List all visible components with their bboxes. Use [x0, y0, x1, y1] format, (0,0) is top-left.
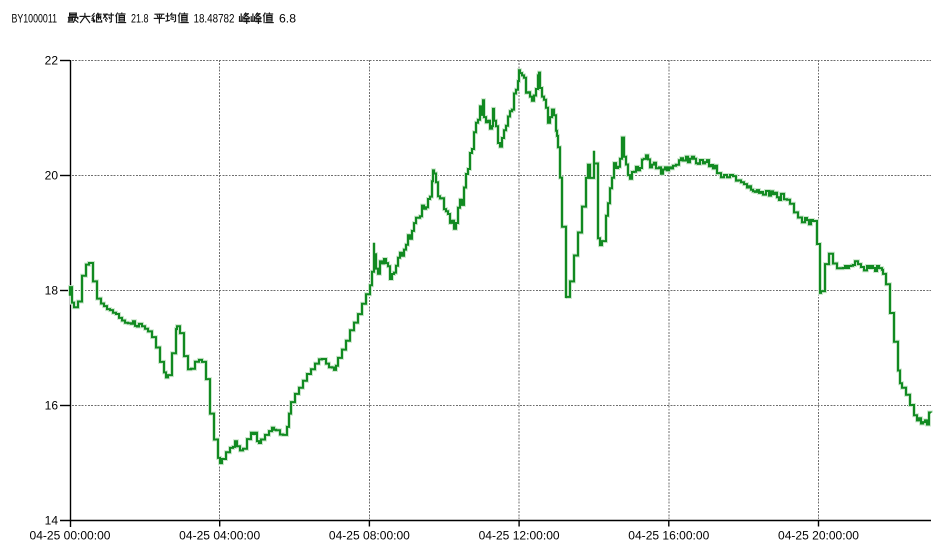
svg-text:18.48782: 18.48782: [194, 12, 235, 26]
svg-text:BY1000011: BY1000011: [12, 12, 58, 26]
svg-text:21.8: 21.8: [131, 12, 149, 26]
svg-text:04-25 00:00:00: 04-25 00:00:00: [30, 529, 111, 543]
svg-text:04-25 16:00:00: 04-25 16:00:00: [628, 529, 709, 543]
svg-text:6.8: 6.8: [279, 12, 296, 26]
svg-text:20: 20: [45, 169, 59, 183]
svg-text:22: 22: [45, 54, 59, 68]
svg-text:18: 18: [45, 284, 59, 298]
svg-text:04-25 08:00:00: 04-25 08:00:00: [329, 529, 410, 543]
svg-text:14: 14: [45, 514, 59, 528]
svg-text:16: 16: [45, 399, 59, 413]
svg-text:04-25 20:00:00: 04-25 20:00:00: [778, 529, 859, 543]
svg-text:04-25 04:00:00: 04-25 04:00:00: [179, 529, 260, 543]
svg-text:04-25 12:00:00: 04-25 12:00:00: [479, 529, 560, 543]
